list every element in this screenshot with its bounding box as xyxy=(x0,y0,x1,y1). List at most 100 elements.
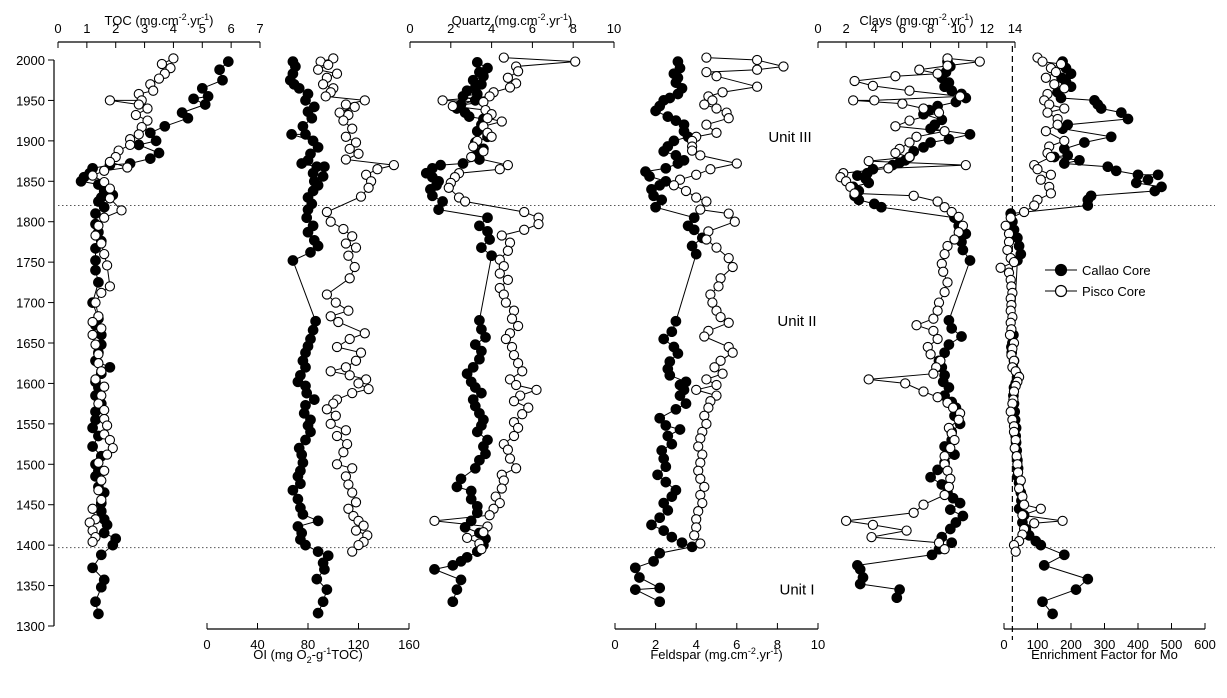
toc-callao-point xyxy=(144,153,156,164)
mo-pisco-point xyxy=(1059,83,1070,94)
oi-tick-label: 40 xyxy=(250,637,264,652)
oi-pisco-point xyxy=(353,539,364,551)
oi-callao-point xyxy=(286,129,297,140)
quartz-tick-label: 6 xyxy=(529,21,536,36)
clays-pisco-point xyxy=(932,392,943,403)
feldspar-callao-point xyxy=(666,531,678,543)
toc-pisco-point xyxy=(96,366,107,377)
quartz-pisco-point xyxy=(466,151,477,163)
toc-callao-point xyxy=(107,539,119,551)
oi-pisco-line xyxy=(316,57,395,552)
toc-title-part: -1 xyxy=(201,12,209,22)
clays-pisco-point xyxy=(932,196,943,207)
mo-callao-point xyxy=(1058,549,1070,561)
mo-tick-label: 600 xyxy=(1194,637,1216,652)
feldspar-pisco-point xyxy=(711,71,722,82)
oi-tick-label: 0 xyxy=(203,637,210,652)
oi-pisco-point xyxy=(338,223,349,235)
clays-pisco-line xyxy=(839,57,980,550)
clays-title-part: -2 xyxy=(939,12,947,22)
quartz-pisco-point xyxy=(502,159,514,171)
quartz-tick-label: 2 xyxy=(447,21,454,36)
oi-callao-point xyxy=(297,509,309,520)
feldspar-pisco-point xyxy=(717,368,728,379)
oi-pisco-point xyxy=(325,366,336,377)
toc-pisco-point xyxy=(142,115,153,126)
mo-panel: 0 100 200 300 400 500 600 Enrichment Factor for… xyxy=(995,46,1216,662)
quartz-callao-point xyxy=(447,560,459,571)
clays-callao-point xyxy=(956,331,967,342)
clays-pisco-point xyxy=(890,121,901,132)
feldspar-pisco-point xyxy=(695,204,706,215)
toc-pisco-point xyxy=(96,323,107,334)
quartz-pisco-point xyxy=(478,527,489,538)
oi-callao-point xyxy=(308,394,320,405)
clays-pisco-point xyxy=(949,434,960,446)
year-tick-label: 1550 xyxy=(16,417,45,432)
quartz-tick-label: 10 xyxy=(607,21,621,36)
year-tick-label: 1650 xyxy=(16,336,45,351)
oi-callao-point xyxy=(305,247,316,258)
mo-callao-point xyxy=(1055,92,1067,104)
toc-callao-point xyxy=(90,255,101,266)
feldspar-callao-point xyxy=(634,572,645,583)
oi-callao-point xyxy=(311,573,323,585)
clays-pisco-point xyxy=(960,159,971,171)
toc-tick-label: 5 xyxy=(199,21,206,36)
oi-pisco-point xyxy=(333,316,344,328)
clays-pisco-point xyxy=(866,531,877,543)
clays-pisco-point xyxy=(932,305,943,316)
oi-pisco-point xyxy=(340,425,352,436)
toc-pisco-point xyxy=(101,420,113,431)
clays-pisco-point xyxy=(933,537,945,548)
feldspar-tick-label: 2 xyxy=(652,637,659,652)
legend-label: Callao Core xyxy=(1082,263,1151,278)
feldspar-callao-point xyxy=(654,547,666,559)
oi-pisco-point xyxy=(317,79,329,90)
toc-callao-point xyxy=(93,608,104,620)
toc-callao-point xyxy=(159,120,171,132)
feldspar-pisco-point xyxy=(691,169,702,180)
oi-pisco-point xyxy=(347,123,358,134)
mo-pisco-point xyxy=(1029,518,1040,529)
oi-pisco-point xyxy=(359,328,370,339)
oi-pisco-point xyxy=(353,148,364,159)
toc-callao-point xyxy=(90,596,101,608)
quartz-callao-point xyxy=(486,250,497,262)
oi-pisco-point xyxy=(372,164,383,175)
feldspar-callao-point xyxy=(648,555,659,567)
feldspar-callao-point xyxy=(674,390,686,401)
feldspar-pisco-point xyxy=(699,481,710,493)
quartz-callao-point xyxy=(459,522,471,533)
toc-title-part: -2 xyxy=(179,12,187,22)
clays-pisco-point xyxy=(932,333,943,345)
clays-callao-point xyxy=(925,123,936,135)
quartz-pisco-point xyxy=(512,358,524,369)
toc-tick-label: 4 xyxy=(170,21,177,36)
feldspar-callao-point xyxy=(666,438,678,450)
oi-callao-point xyxy=(292,493,304,505)
feldspar-callao-point xyxy=(662,505,674,516)
legend-filled-marker xyxy=(1054,263,1068,277)
feldspar-pisco-point xyxy=(711,379,722,391)
feldspar-pisco-point xyxy=(668,180,680,191)
toc-tick-label: 7 xyxy=(256,21,263,36)
oi-callao-point xyxy=(300,95,311,106)
toc-pisco-point xyxy=(142,103,153,114)
feldspar-axis-title: Feldspar (mg.cm-2.yr-1) xyxy=(650,646,782,662)
year-tick-label: 1950 xyxy=(16,93,45,108)
oi-pisco-point xyxy=(349,101,360,113)
clays-pisco-point xyxy=(939,248,950,260)
feldspar-callao-point xyxy=(654,412,666,424)
feldspar-pisco-point xyxy=(699,99,710,110)
year-tick-label: 1700 xyxy=(16,296,45,311)
toc-pisco-point xyxy=(90,374,101,385)
clays-pisco-point xyxy=(901,525,912,536)
toc-pisco-point xyxy=(133,99,144,110)
oi-callao-point xyxy=(312,546,324,557)
toc-callao-point xyxy=(144,127,156,139)
clays-pisco-point xyxy=(883,163,894,174)
mo-axis-title: Enrichment Factor for Mo xyxy=(1031,647,1178,662)
quartz-pisco-point xyxy=(494,164,505,175)
clays-pisco-point xyxy=(933,107,945,118)
